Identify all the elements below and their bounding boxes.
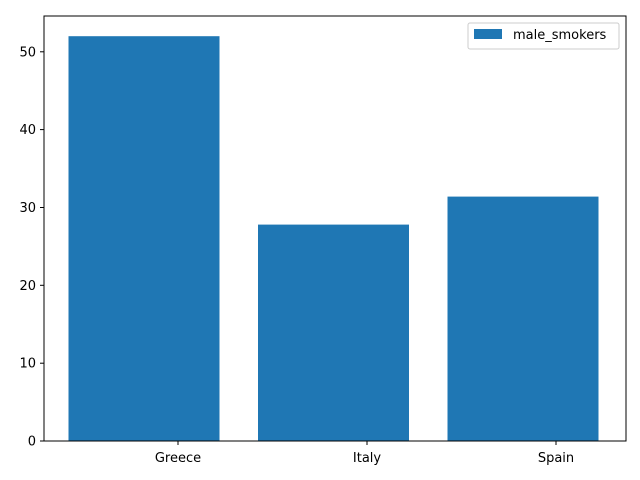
- y-tick-label: 50: [19, 45, 36, 60]
- y-tick-label: 30: [19, 201, 36, 216]
- x-tick-label: Italy: [353, 451, 382, 466]
- legend-label: male_smokers: [513, 28, 607, 43]
- axes-frame: [43, 15, 627, 442]
- y-tick-label: 10: [19, 357, 36, 372]
- bar-greece: [68, 36, 220, 441]
- bars-layer: [68, 36, 599, 441]
- legend-swatch: [474, 29, 502, 39]
- y-tick-label: 0: [28, 435, 36, 450]
- y-axis-ticks: 0 10 20 30 40 50: [19, 45, 44, 450]
- legend: male_smokers: [467, 22, 620, 50]
- y-tick-label: 20: [19, 279, 36, 294]
- x-tick-label: Greece: [155, 451, 201, 466]
- x-tick-label: Spain: [538, 451, 574, 466]
- legend-box: [467, 22, 620, 50]
- bar-italy: [258, 224, 409, 441]
- x-axis-ticks: Greece Italy Spain: [155, 441, 574, 466]
- bar-spain: [447, 196, 599, 441]
- y-tick-label: 40: [19, 123, 36, 138]
